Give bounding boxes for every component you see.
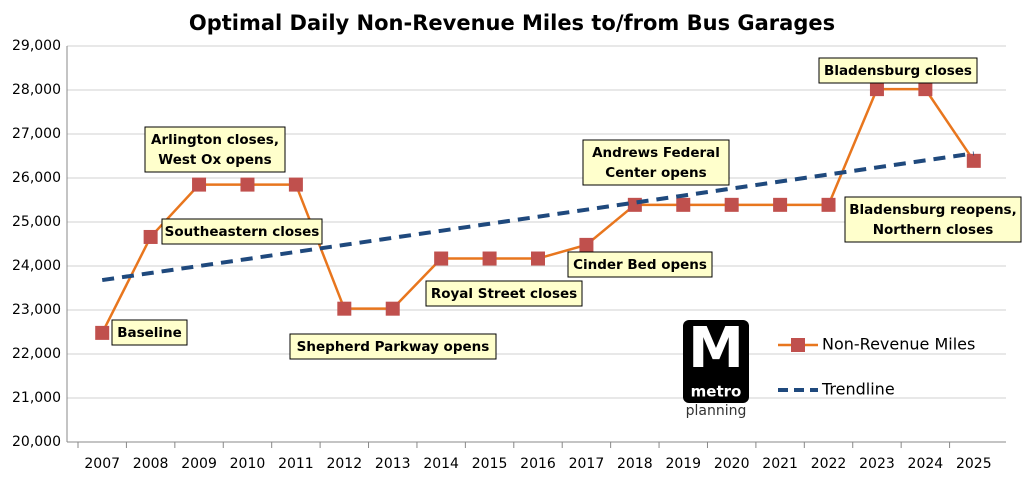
marker (240, 177, 255, 192)
annotation-box (289, 333, 497, 360)
annotation: West Ox opens (158, 152, 271, 168)
logo-subtitle: planning (686, 403, 747, 419)
x-tick-label: 2023 (859, 456, 895, 472)
x-tick-label: 2014 (423, 456, 459, 472)
x-tick-label: 2025 (956, 456, 992, 472)
marker (821, 197, 836, 212)
x-tick-label: 2019 (665, 456, 701, 472)
annotation-box (582, 139, 730, 186)
marker (773, 197, 788, 212)
marker (288, 177, 303, 192)
marker (531, 251, 545, 266)
annotation: Center opens (605, 165, 706, 181)
y-tick-label: 26,000 (12, 170, 61, 186)
logo-letter: M (688, 316, 744, 381)
x-tick-label: 2010 (230, 456, 266, 472)
marker (143, 229, 158, 244)
y-tick-label: 25,000 (12, 214, 61, 230)
x-tick-label: 2012 (326, 456, 362, 472)
x-tick-label: 2021 (762, 456, 798, 472)
y-tick-label: 28,000 (12, 82, 61, 98)
annotation: Southeastern closes (165, 224, 320, 240)
annotation: Northern closes (873, 222, 994, 238)
marker (434, 251, 449, 266)
annotation: Arlington closes, (151, 132, 279, 148)
logo-text: metro (691, 383, 742, 401)
logo-box (683, 320, 749, 403)
y-tick-label: 22,000 (12, 346, 61, 362)
marker (676, 197, 691, 212)
annotation-box (161, 218, 323, 245)
y-tick-label: 20,000 (12, 434, 61, 450)
x-tick-label: 2017 (569, 456, 605, 472)
annotation: Cinder Bed opens (573, 257, 707, 273)
x-tick-label: 2013 (375, 456, 411, 472)
y-tick-label: 24,000 (12, 258, 61, 274)
x-tick-label: 2011 (278, 456, 314, 472)
annotation: Bladensburg reopens, (849, 202, 1016, 218)
annotation: Royal Street closes (431, 286, 577, 302)
y-tick-label: 21,000 (12, 390, 61, 406)
annotation-box (844, 196, 1022, 243)
annotation: Andrews Federal (592, 145, 720, 161)
marker (95, 325, 110, 340)
annotation-box (144, 126, 286, 173)
legend-label: Non-Revenue Miles (822, 335, 975, 354)
trendline (101, 151, 975, 283)
marker (966, 153, 981, 168)
marker (385, 301, 400, 316)
marker (724, 197, 739, 212)
x-tick-label: 2008 (133, 456, 169, 472)
x-tick-label: 2024 (908, 456, 944, 472)
annotation: Shepherd Parkway opens (297, 339, 490, 355)
y-tick-label: 27,000 (12, 126, 61, 142)
marker (337, 301, 352, 316)
annotation-box (567, 251, 713, 278)
x-tick-label: 2016 (520, 456, 556, 472)
x-tick-label: 2022 (811, 456, 847, 472)
annotation-box (818, 57, 978, 84)
x-tick-label: 2009 (181, 456, 217, 472)
legend-marker (791, 338, 805, 352)
marker (869, 82, 884, 97)
x-tick-label: 2015 (472, 456, 508, 472)
x-tick-label: 2018 (617, 456, 653, 472)
x-tick-label: 2007 (84, 456, 120, 472)
marker (192, 177, 207, 192)
chart-title: Optimal Daily Non-Revenue Miles to/from … (189, 11, 835, 35)
legend-label: Trendline (821, 380, 895, 399)
annotation-box (111, 319, 188, 346)
marker (918, 82, 933, 97)
y-tick-label: 23,000 (12, 302, 61, 318)
annotation: Bladensburg closes (824, 63, 972, 79)
x-tick-label: 2020 (714, 456, 750, 472)
annotation: Baseline (117, 325, 182, 341)
marker (579, 237, 594, 252)
y-tick-label: 29,000 (12, 38, 61, 54)
marker (482, 251, 497, 266)
annotation-box (425, 280, 583, 307)
